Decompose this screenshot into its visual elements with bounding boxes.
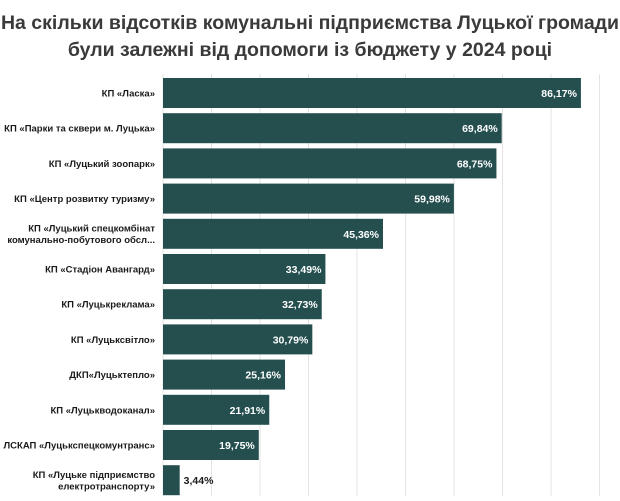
category-label: КП «Центр розвитку туризму»: [14, 194, 155, 205]
bar: [163, 465, 180, 496]
chart-title-line-2: були залежні від допомоги із бюджету у 2…: [67, 39, 553, 61]
bar: [163, 113, 502, 144]
category-label: ЛСКАП «Луцькспецкомунтранс»: [4, 441, 156, 452]
grid: [162, 74, 600, 496]
bar: [163, 218, 383, 249]
bar: [163, 324, 313, 355]
category-label: КП «Луцький зоопарк»: [49, 159, 155, 170]
category-label: ДКП«Луцьктепло»: [69, 370, 155, 381]
bar: [163, 430, 259, 460]
value-label: 45,36%: [343, 229, 379, 241]
value-label: 86,17%: [541, 88, 577, 100]
value-label: 25,16%: [245, 370, 281, 382]
bar: [163, 183, 454, 214]
category-label: КП «Луцьке підприємство електротранспорту…: [33, 470, 155, 493]
value-label: 3,44%: [184, 475, 214, 487]
category-label: КП «Луцьксвітло»: [71, 335, 155, 346]
bar: [163, 148, 497, 179]
chart-title-line-1: На скільки відсотків комунальні підприєм…: [0, 12, 620, 34]
category-label: КП «Луцькводоканал»: [50, 405, 155, 416]
value-label: 69,84%: [462, 123, 498, 135]
value-label: 33,49%: [286, 264, 322, 276]
value-label: 19,75%: [219, 440, 255, 452]
value-label: 68,75%: [457, 158, 493, 170]
bar: [163, 394, 270, 425]
category-label: КП «Парки та сквери м. Луцька»: [4, 124, 155, 135]
value-label: 32,73%: [282, 299, 318, 311]
category-label: КП «Стадіон Авангард»: [45, 265, 155, 276]
value-label: 59,98%: [414, 194, 450, 206]
bar: [163, 289, 322, 320]
category-label: КП «Луцькреклама»: [61, 300, 155, 311]
chart-title: На скільки відсотків комунальні підприєм…: [0, 10, 620, 64]
bar: [163, 78, 581, 108]
bar: [163, 359, 286, 390]
category-label: КП «Луцький спецкомбінат комунально-побут…: [7, 224, 155, 247]
bar: [163, 254, 326, 284]
value-label: 30,79%: [273, 334, 309, 346]
category-label: КП «Ласка»: [102, 89, 155, 100]
value-label: 21,91%: [230, 405, 266, 417]
